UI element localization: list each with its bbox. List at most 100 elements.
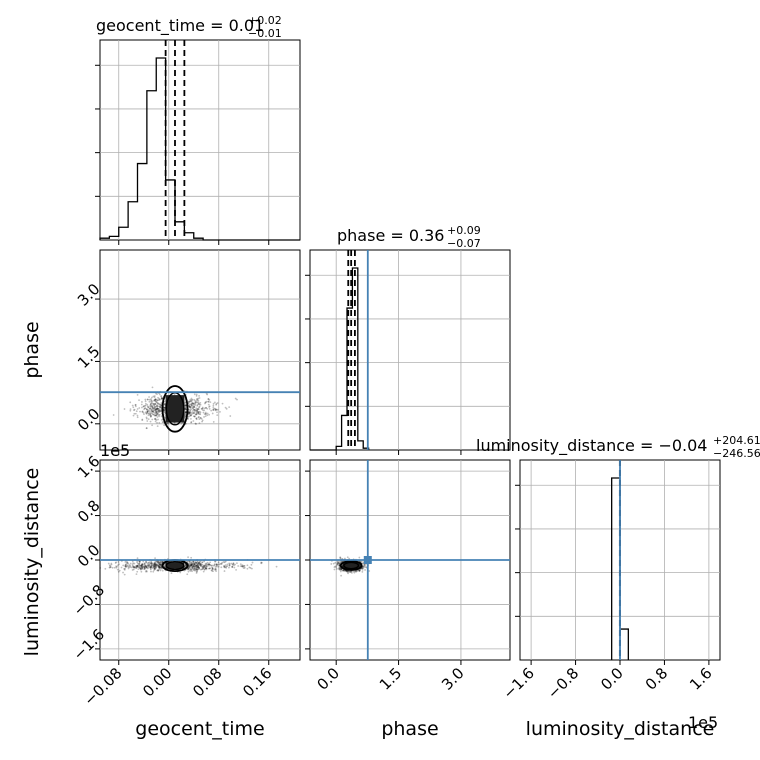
p5-sample-point: [332, 562, 335, 565]
p3-sample-point: [184, 407, 186, 410]
p4-sample-point: [186, 561, 189, 563]
p3-sample-point: [134, 412, 137, 415]
p3-sample-point: [144, 402, 147, 405]
p4-sample-point: [209, 564, 212, 567]
p3-sample-point: [158, 415, 160, 418]
p4-density-core: [165, 562, 185, 569]
p4-sample-point: [127, 567, 130, 570]
p3-sample-point: [156, 407, 158, 410]
p3-sample-point: [148, 412, 151, 415]
p3-sample-point: [154, 398, 157, 401]
p4-sample-point: [198, 566, 200, 569]
p3-sample-point: [141, 419, 144, 421]
p3-sample-point: [188, 405, 191, 408]
p4-sample-point: [150, 570, 152, 573]
p3-sample-point: [151, 396, 153, 399]
p4-sample-point: [145, 569, 148, 572]
p4-ytick-label: −1.6: [70, 625, 108, 663]
p3-sample-point: [141, 418, 144, 421]
offset-text-bottom-right: 1e5: [688, 713, 718, 732]
p4-sample-point: [136, 564, 139, 567]
p3-sample-point: [157, 409, 160, 412]
p3-sample-point: [149, 413, 152, 415]
p3-sample-point: [212, 408, 214, 411]
p3-sample-point: [204, 415, 207, 418]
p3-sample-point: [134, 403, 137, 406]
p3-sample-point: [213, 407, 216, 410]
p4-sample-point: [223, 565, 226, 568]
p3-sample-point: [142, 405, 145, 408]
p4-sample-point: [118, 569, 121, 572]
p3-sample-point: [150, 399, 153, 402]
p3-sample-point: [156, 408, 159, 411]
p3-sample-point: [146, 410, 149, 412]
p3-sample-point: [190, 413, 193, 415]
p4-sample-point: [202, 565, 205, 568]
p4-sample-point: [226, 565, 229, 568]
p3-sample-point: [144, 404, 147, 407]
p4-sample-point: [205, 564, 207, 567]
p3-sample-point: [154, 409, 157, 412]
p4-sample-point: [150, 561, 152, 563]
p5-sample-point: [348, 557, 351, 560]
p3-sample-point: [188, 411, 191, 414]
p5-sample-point: [340, 569, 343, 572]
p3-sample-point: [157, 396, 159, 399]
p3-sample-point: [207, 398, 210, 401]
p5-sample-point: [347, 570, 350, 573]
p4-sample-point: [139, 568, 142, 571]
ylabel-phase: phase: [21, 321, 43, 378]
p3-sample-point: [195, 413, 198, 416]
p4-sample-point: [203, 560, 206, 563]
p3-sample-point: [193, 408, 196, 411]
p5-sample-point: [337, 561, 340, 564]
p4-sample-point: [145, 566, 148, 569]
p4-sample-point: [141, 566, 143, 569]
p3-sample-point: [132, 414, 135, 417]
p5-contour-outer: [339, 560, 363, 571]
p3-sample-point: [196, 407, 199, 410]
p4-ytick-label: −0.8: [70, 581, 108, 619]
p3-sample-point: [186, 418, 189, 420]
p5-sample-point: [339, 556, 342, 559]
p4-sample-point: [109, 566, 112, 569]
p3-sample-point: [150, 400, 152, 402]
p3-sample-point: [194, 422, 197, 425]
p4-sample-point: [194, 569, 197, 572]
p3-sample-point: [158, 405, 161, 408]
p3-sample-point: [202, 411, 205, 414]
p3-ytick-label: 0.0: [74, 405, 104, 435]
p4-sample-point: [200, 563, 203, 566]
p4-sample-point: [154, 563, 156, 566]
p4-sample-point: [199, 563, 202, 565]
p4-sample-point: [135, 565, 138, 568]
p3-sample-point: [215, 403, 218, 406]
p4-sample-point: [141, 563, 144, 566]
p4-sample-point: [191, 563, 194, 566]
p3-sample-point: [152, 413, 155, 416]
p5-sample-point: [341, 564, 344, 567]
p4-sample-point: [143, 566, 146, 569]
p5-sample-point: [349, 571, 352, 574]
p5-sample-point: [358, 569, 361, 572]
p4-sample-point: [189, 570, 192, 572]
p4-sample-point: [159, 563, 161, 566]
p4-sample-point: [208, 567, 211, 570]
p5-sample-point: [348, 571, 351, 573]
p5-sample-point: [343, 569, 346, 572]
p3-sample-point: [196, 409, 199, 412]
p3-sample-point: [212, 409, 215, 411]
p3-sample-point: [160, 404, 162, 407]
p4-sample-point: [117, 561, 120, 563]
p3-sample-point: [189, 398, 192, 401]
p4-sample-point: [251, 567, 253, 570]
p3-sample-point: [200, 418, 203, 420]
p4-sample-point: [146, 567, 149, 570]
p4-sample-point: [203, 566, 206, 569]
p4-sample-point: [154, 564, 157, 567]
p3-sample-point: [155, 408, 157, 411]
p3-sample-point: [133, 412, 136, 415]
p3-sample-point: [207, 400, 210, 403]
p3-sample-point: [140, 403, 143, 406]
p3-sample-point: [141, 410, 144, 413]
